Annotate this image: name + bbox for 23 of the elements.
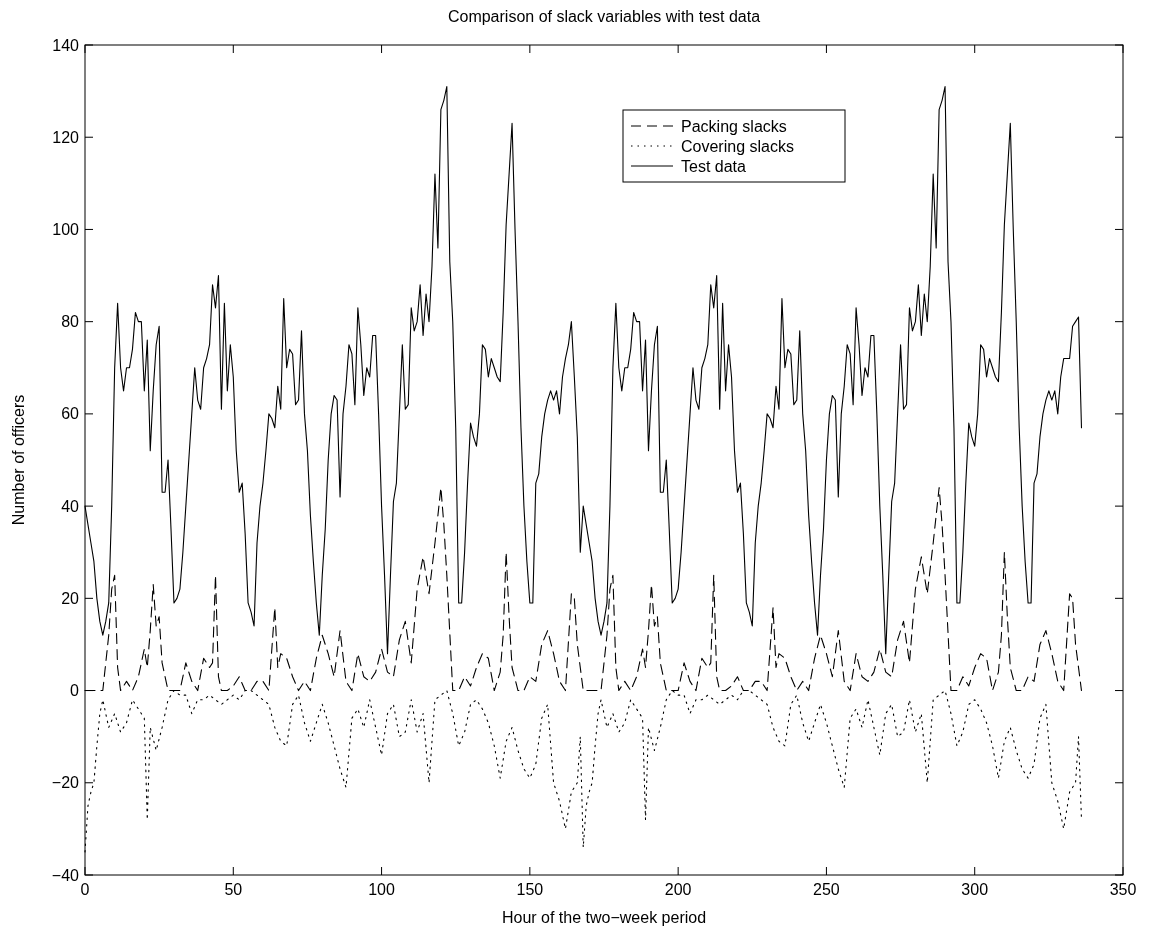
x-tick-label: 50 (224, 881, 243, 898)
y-tick-label: 100 (52, 221, 80, 239)
x-tick-label: 300 (961, 881, 989, 898)
y-tick-label: 140 (52, 36, 80, 54)
legend-label: Covering slacks (681, 137, 794, 155)
y-tick-label: −20 (51, 774, 80, 792)
chart-title: Comparison of slack variables with test data (447, 8, 761, 25)
x-tick-label: 350 (1109, 881, 1137, 898)
legend-label: Packing slacks (681, 117, 787, 135)
x-tick-label: 250 (813, 881, 840, 898)
y-tick-label: 80 (61, 313, 80, 331)
y-tick-label: 120 (52, 128, 80, 146)
x-tick-label: 150 (516, 881, 544, 898)
y-tick-label: −40 (51, 866, 80, 884)
x-tick-label: 200 (664, 881, 692, 898)
y-tick-label: 40 (61, 497, 80, 515)
x-tick-label: 100 (368, 881, 396, 898)
y-tick-label: 0 (70, 682, 80, 700)
y-tick-label: 20 (61, 589, 80, 607)
x-axis-title: Hour of the two−week period (501, 909, 707, 926)
y-tick-label: 60 (61, 405, 80, 423)
legend-label: Test data (681, 157, 747, 175)
y-axis-title: Number of officers (10, 394, 27, 526)
